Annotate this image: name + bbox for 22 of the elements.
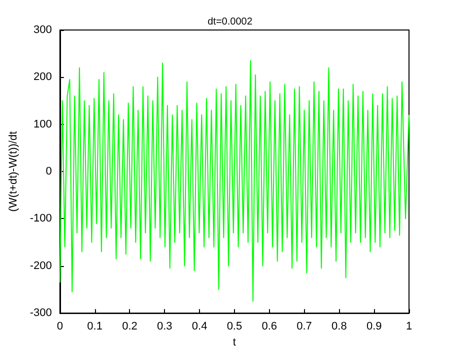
y-tick-label: -300 (30, 307, 52, 320)
y-tick-label: 300 (34, 24, 52, 36)
y-tick-label: -100 (30, 212, 52, 225)
x-tick-label: 0.2 (122, 320, 138, 333)
x-tick-label: 0 (56, 320, 63, 333)
x-tick-label: 0.6 (262, 320, 278, 333)
x-tick-label: 0.3 (156, 320, 172, 333)
y-tick-label: -200 (30, 260, 52, 272)
y-tick-label: 100 (34, 118, 52, 130)
x-tick-label: 0.9 (366, 320, 382, 333)
x-tick-label: 1 (406, 320, 412, 333)
chart-title: dt=0.0002 (208, 16, 253, 28)
x-tick-label: 0.4 (192, 320, 208, 333)
y-tick-label: 0 (46, 166, 52, 178)
x-axis-title: t (232, 336, 236, 348)
y-axis-title: (W(t+dt)-W(t))/dt (8, 131, 20, 212)
y-tick-label: 200 (34, 71, 52, 84)
x-tick-label: 0.8 (332, 320, 347, 333)
x-tick-label: 0.1 (87, 320, 102, 333)
x-tick-label: 0.7 (296, 320, 312, 333)
line-series (59, 60, 410, 302)
x-tick-label: 0.5 (226, 320, 242, 333)
